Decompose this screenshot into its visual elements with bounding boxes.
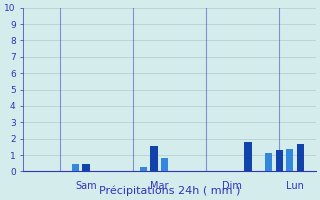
Bar [82,164,90,171]
X-axis label: Précipitations 24h ( mm ): Précipitations 24h ( mm ) [99,185,240,196]
Bar [276,150,283,171]
Bar [150,146,157,171]
Text: Dim: Dim [222,181,242,191]
Text: Lun: Lun [286,181,304,191]
Bar [140,167,147,171]
Bar [72,164,79,171]
Bar [297,144,304,171]
Text: Mar: Mar [150,181,168,191]
Bar [161,158,168,171]
Bar [286,149,293,171]
Bar [265,153,272,171]
Text: Sam: Sam [75,181,97,191]
Bar [244,142,252,171]
